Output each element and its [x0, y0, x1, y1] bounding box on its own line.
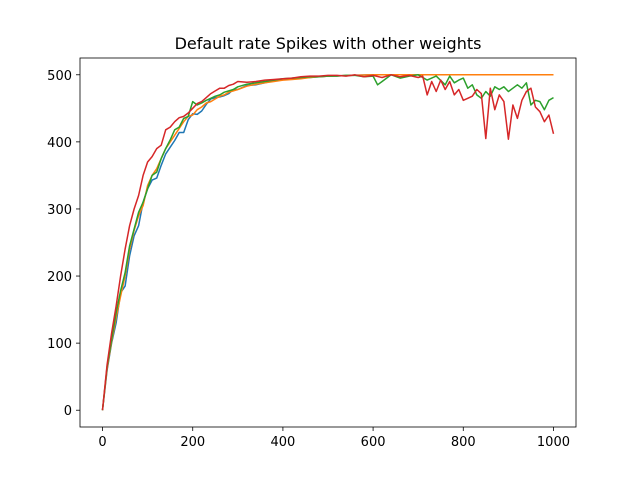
x-tick-label: 1000	[537, 435, 570, 450]
y-tick-label: 400	[47, 136, 72, 151]
series-line-2	[101, 74, 554, 411]
y-tick-label: 500	[47, 69, 72, 84]
y-tick-label: 300	[47, 203, 72, 218]
y-tick-label: 200	[47, 270, 72, 285]
series-line-1	[101, 74, 554, 411]
chart-title: Default rate Spikes with other weights	[175, 34, 482, 53]
series-line-4	[101, 74, 555, 411]
x-tick-label: 0	[98, 435, 106, 450]
series-line-3	[101, 74, 554, 411]
x-tick-label: 200	[180, 435, 205, 450]
x-tick-label: 400	[270, 435, 295, 450]
x-tick-label: 800	[451, 435, 476, 450]
axes-layer: 0 200 400 600 800 1000 0 100 200 300 400 500	[47, 57, 577, 450]
series-layer	[101, 74, 555, 411]
plot-frame	[79, 57, 577, 428]
y-tick-label: 0	[64, 404, 72, 419]
y-tick-label: 100	[47, 337, 72, 352]
x-tick-label: 600	[361, 435, 386, 450]
